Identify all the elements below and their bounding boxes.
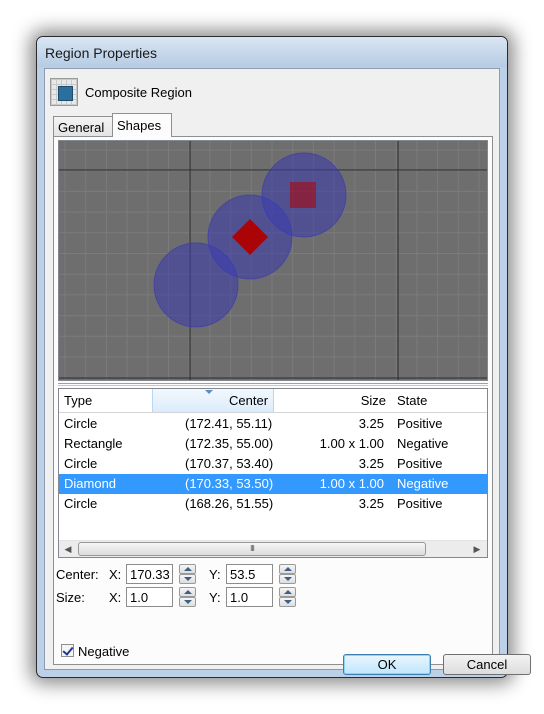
table-row[interactable]: Circle (170.37, 53.40) 3.25 Positive [59, 454, 487, 474]
title-bar[interactable]: Region Properties [37, 37, 507, 67]
composite-region-icon [50, 78, 78, 106]
diamond-shape [232, 219, 268, 255]
column-header-center-label: Center [229, 393, 269, 408]
region-name: Composite Region [85, 85, 192, 100]
spin-up-icon[interactable] [279, 587, 296, 597]
shapes-tab-panel: Type Center Size State Circle (172.41, 5… [53, 136, 493, 665]
size-y-spinner[interactable] [279, 587, 296, 607]
size-x-spinner[interactable] [179, 587, 196, 607]
negative-checkbox[interactable] [61, 644, 74, 657]
cell-type: Circle [64, 416, 98, 431]
table-row[interactable]: Circle (172.41, 55.11) 3.25 Positive [59, 414, 487, 434]
region-properties-dialog: Region Properties Composite Region Gener… [36, 36, 531, 678]
center-y-spinner[interactable] [279, 564, 296, 584]
cell-type: Rectangle [64, 436, 123, 451]
center-y-input[interactable] [226, 564, 273, 584]
scroll-right-icon[interactable]: ▶ [473, 544, 481, 554]
scrollbar-thumb[interactable]: III [78, 542, 426, 556]
region-preview[interactable] [58, 140, 488, 381]
cell-state: Positive [397, 456, 443, 471]
cell-center: (172.41, 55.11) [185, 416, 273, 431]
preview-canvas[interactable] [59, 141, 487, 380]
cancel-button[interactable]: Cancel [443, 654, 531, 675]
shapes-list[interactable]: Type Center Size State Circle (172.41, 5… [58, 388, 488, 558]
spin-up-icon[interactable] [179, 564, 196, 574]
cell-size: 3.25 [358, 456, 384, 471]
size-label: Size: [56, 590, 85, 605]
cell-center: (168.26, 51.55) [185, 496, 274, 511]
scroll-left-icon[interactable]: ◀ [64, 544, 72, 554]
column-header-type[interactable]: Type [64, 393, 93, 408]
center-y-label: Y: [209, 567, 221, 582]
spin-down-icon[interactable] [179, 597, 196, 607]
rectangle-shape [290, 182, 316, 208]
table-row-selected[interactable]: Diamond (170.33, 53.50) 1.00 x 1.00 Nega… [59, 474, 487, 494]
horizontal-scrollbar[interactable]: ◀ III ▶ [59, 540, 487, 557]
column-header-state[interactable]: State [397, 393, 428, 408]
cell-state: Negative [397, 436, 449, 451]
tab-general[interactable]: General [53, 116, 113, 136]
size-y-label: Y: [209, 590, 221, 605]
center-x-spinner[interactable] [179, 564, 196, 584]
tab-shapes[interactable]: Shapes [112, 113, 172, 137]
sort-down-icon [205, 390, 213, 394]
cell-type: Circle [64, 456, 98, 471]
center-x-input[interactable] [126, 564, 173, 584]
list-header: Type Center Size State [59, 389, 487, 413]
circle-shape [153, 242, 239, 328]
spin-up-icon[interactable] [179, 587, 196, 597]
cell-size: 3.25 [358, 416, 384, 431]
size-y-input[interactable] [226, 587, 273, 607]
negative-checkbox-label[interactable]: Negative [78, 644, 130, 659]
size-x-input[interactable] [126, 587, 173, 607]
cell-center: (172.35, 55.00) [185, 436, 274, 451]
cell-state: Positive [397, 496, 443, 511]
spin-down-icon[interactable] [279, 574, 296, 584]
column-header-size[interactable]: Size [360, 393, 386, 408]
spin-up-icon[interactable] [279, 564, 296, 574]
column-header-center[interactable]: Center [152, 389, 274, 412]
splitter-handle[interactable] [58, 383, 488, 386]
cell-state: Positive [397, 416, 443, 431]
cell-size: 1.00 x 1.00 [319, 436, 384, 451]
cell-type: Circle [64, 496, 98, 511]
cell-type: Diamond [64, 476, 117, 491]
window-title: Region Properties [45, 45, 158, 61]
cell-center: (170.33, 53.50) [185, 476, 274, 491]
center-x-label: X: [109, 567, 122, 582]
cell-size: 1.00 x 1.00 [319, 476, 384, 491]
table-row[interactable]: Rectangle (172.35, 55.00) 1.00 x 1.00 Ne… [59, 434, 487, 454]
dialog-body: Composite Region General Shapes Type Cen… [44, 68, 500, 670]
size-x-label: X: [109, 590, 122, 605]
ok-button[interactable]: OK [343, 654, 431, 675]
spin-down-icon[interactable] [279, 597, 296, 607]
cell-size: 3.25 [358, 496, 384, 511]
spin-down-icon[interactable] [179, 574, 196, 584]
cell-center: (170.37, 53.40) [185, 456, 274, 471]
cell-state: Negative [397, 476, 449, 491]
center-label: Center: [56, 567, 99, 582]
table-row[interactable]: Circle (168.26, 51.55) 3.25 Positive [59, 494, 487, 514]
